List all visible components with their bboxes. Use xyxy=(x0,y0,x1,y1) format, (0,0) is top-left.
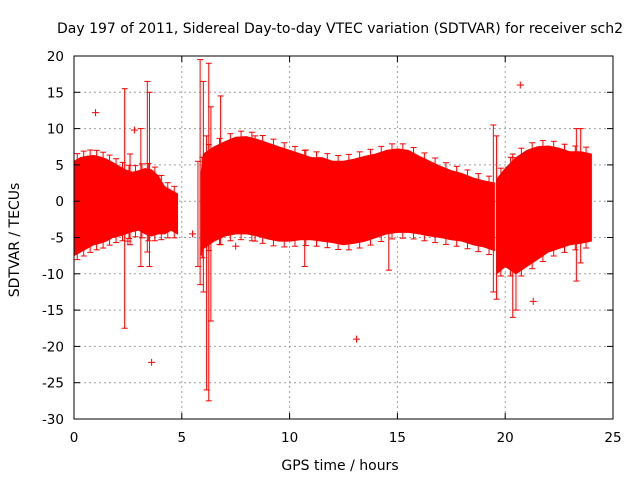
x-tick-label: 0 xyxy=(70,430,79,446)
data-point xyxy=(148,358,156,366)
x-tick-label: 25 xyxy=(604,430,621,446)
data-envelope-2 xyxy=(496,145,592,275)
data-point xyxy=(232,242,240,250)
data-point xyxy=(516,81,524,89)
data-point xyxy=(352,335,360,343)
y-tick-label: -5 xyxy=(51,231,64,247)
y-axis-label: SDTVAR / TECUs xyxy=(7,183,23,298)
x-tick-label: 10 xyxy=(281,430,298,446)
y-tick-label: -25 xyxy=(42,376,64,392)
data-point xyxy=(92,109,100,117)
axis-ticks: 0 5 10 15 20 25 -30 -25 -20 -15 -10 -5 0 5 10 15 20 xyxy=(42,49,622,446)
chart-title: Day 197 of 2011, Sidereal Day-to-day VTE… xyxy=(57,21,623,37)
y-tick-label: -15 xyxy=(42,303,64,319)
data-point xyxy=(583,154,591,162)
y-tick-label: 5 xyxy=(55,158,64,174)
y-tick-label: -30 xyxy=(42,412,64,428)
x-tick-label: 20 xyxy=(497,430,514,446)
x-tick-label: 5 xyxy=(178,430,187,446)
data-envelope-0 xyxy=(73,154,178,257)
data-point xyxy=(130,126,138,134)
data-point xyxy=(124,237,132,245)
y-tick-label: -10 xyxy=(42,267,64,283)
data-envelope-1 xyxy=(200,136,495,256)
data-point xyxy=(529,297,537,305)
x-axis-label: GPS time / hours xyxy=(281,458,398,474)
data-point xyxy=(189,230,197,238)
y-tick-label: -20 xyxy=(42,339,64,355)
y-tick-label: 10 xyxy=(47,122,64,138)
y-tick-label: 15 xyxy=(47,85,64,101)
y-tick-label: 0 xyxy=(55,194,64,210)
x-tick-label: 15 xyxy=(389,430,406,446)
y-tick-label: 20 xyxy=(47,49,64,65)
data-plot xyxy=(73,59,592,402)
